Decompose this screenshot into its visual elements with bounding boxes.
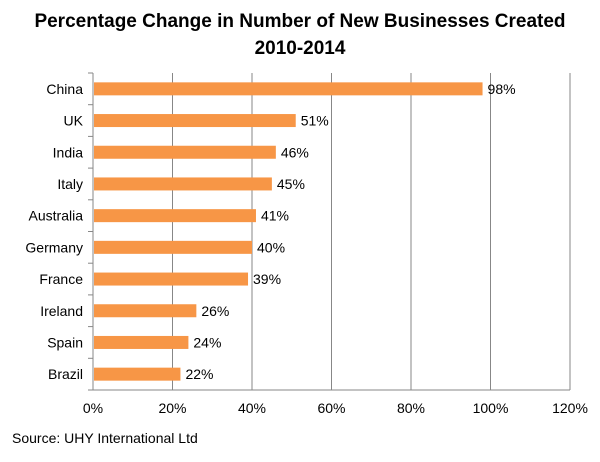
category-label-brazil: Brazil	[48, 366, 83, 382]
x-tick-label-5: 100%	[473, 400, 509, 416]
x-tick-label-4: 80%	[397, 400, 425, 416]
chart-title-main: Percentage Change in Number of New Busin…	[34, 11, 566, 32]
bar-australia	[94, 209, 256, 223]
data-label-australia: 41%	[261, 208, 289, 224]
chart-title: Percentage Change in Number of New Busin…	[0, 8, 600, 62]
x-tick-label-3: 60%	[317, 400, 345, 416]
bar-france	[94, 272, 249, 286]
category-label-ireland: Ireland	[40, 303, 83, 319]
chart-subtitle: 2010-2014	[254, 38, 346, 59]
bar-brazil	[94, 367, 181, 381]
data-label-india: 46%	[281, 144, 309, 160]
bar-spain	[94, 335, 189, 349]
category-label-germany: Germany	[25, 239, 83, 255]
data-label-brazil: 22%	[185, 366, 213, 382]
data-label-ireland: 26%	[201, 303, 229, 319]
data-label-germany: 40%	[257, 239, 285, 255]
data-label-spain: 24%	[193, 334, 221, 350]
data-label-italy: 45%	[277, 176, 305, 192]
data-label-france: 39%	[253, 271, 281, 287]
category-label-france: France	[39, 271, 83, 287]
category-label-india: India	[53, 144, 84, 160]
bar-ireland	[94, 304, 197, 318]
bar-india	[94, 145, 276, 159]
category-label-china: China	[46, 81, 83, 97]
x-tick-label-1: 20%	[158, 400, 186, 416]
bar-china	[94, 82, 483, 96]
data-label-uk: 51%	[301, 113, 329, 129]
bar-italy	[94, 177, 272, 191]
source-note: Source: UHY International Ltd	[12, 430, 198, 446]
x-tick-label-0: 0%	[83, 400, 103, 416]
category-label-italy: Italy	[57, 176, 83, 192]
x-tick-label-2: 40%	[238, 400, 266, 416]
bar-uk	[94, 114, 296, 128]
category-label-australia: Australia	[29, 208, 84, 224]
category-label-uk: UK	[64, 113, 84, 129]
data-label-china: 98%	[488, 81, 516, 97]
x-tick-label-6: 120%	[552, 400, 588, 416]
category-label-spain: Spain	[47, 334, 83, 350]
bar-germany	[94, 240, 252, 254]
